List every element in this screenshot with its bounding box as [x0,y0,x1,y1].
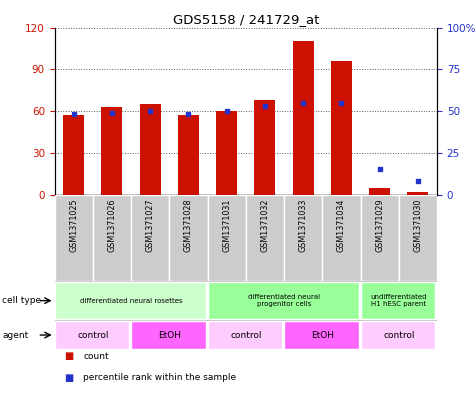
Bar [131,321,206,349]
Text: GSM1371026: GSM1371026 [107,199,116,252]
Bar [361,195,399,281]
Text: agent: agent [2,331,28,340]
Bar [140,104,161,195]
Bar [63,115,84,195]
Bar [55,282,206,319]
Text: EtOH: EtOH [311,331,334,340]
Text: percentile rank within the sample: percentile rank within the sample [83,373,236,382]
Text: ■: ■ [64,351,73,361]
Text: GSM1371034: GSM1371034 [337,199,346,252]
Bar [408,192,428,195]
Text: GSM1371033: GSM1371033 [299,199,308,252]
Text: GSM1371025: GSM1371025 [69,199,78,252]
Bar [55,195,93,281]
Bar [255,100,276,195]
Bar [331,61,352,195]
Bar [102,107,123,195]
Text: GSM1371029: GSM1371029 [375,199,384,252]
Bar [369,187,390,195]
Text: GSM1371027: GSM1371027 [146,199,155,252]
Text: EtOH: EtOH [158,331,181,340]
Text: cell type: cell type [2,296,41,305]
Text: differentiated neural rosettes: differentiated neural rosettes [80,298,182,304]
Text: count: count [83,352,109,361]
Text: undifferentiated
H1 hESC parent: undifferentiated H1 hESC parent [370,294,427,307]
Bar [208,195,246,281]
Bar [178,115,199,195]
Bar [131,195,170,281]
Bar [246,195,284,281]
Text: GSM1371031: GSM1371031 [222,199,231,252]
Bar [93,195,131,281]
Text: ■: ■ [64,373,73,383]
Title: GDS5158 / 241729_at: GDS5158 / 241729_at [172,13,319,26]
Bar [293,41,314,195]
Text: GSM1371028: GSM1371028 [184,199,193,252]
Bar [55,321,129,349]
Text: GSM1371030: GSM1371030 [413,199,422,252]
Bar [284,195,323,281]
Bar [284,321,359,349]
Text: control: control [77,331,109,340]
Text: control: control [230,331,262,340]
Bar [208,282,359,319]
Text: GSM1371032: GSM1371032 [260,199,269,252]
Bar [399,195,437,281]
Bar [361,321,435,349]
Bar [208,321,282,349]
Bar [170,195,208,281]
Bar [216,111,237,195]
Text: control: control [383,331,415,340]
Bar [322,195,361,281]
Text: differentiated neural
progenitor cells: differentiated neural progenitor cells [248,294,320,307]
Bar [361,282,435,319]
